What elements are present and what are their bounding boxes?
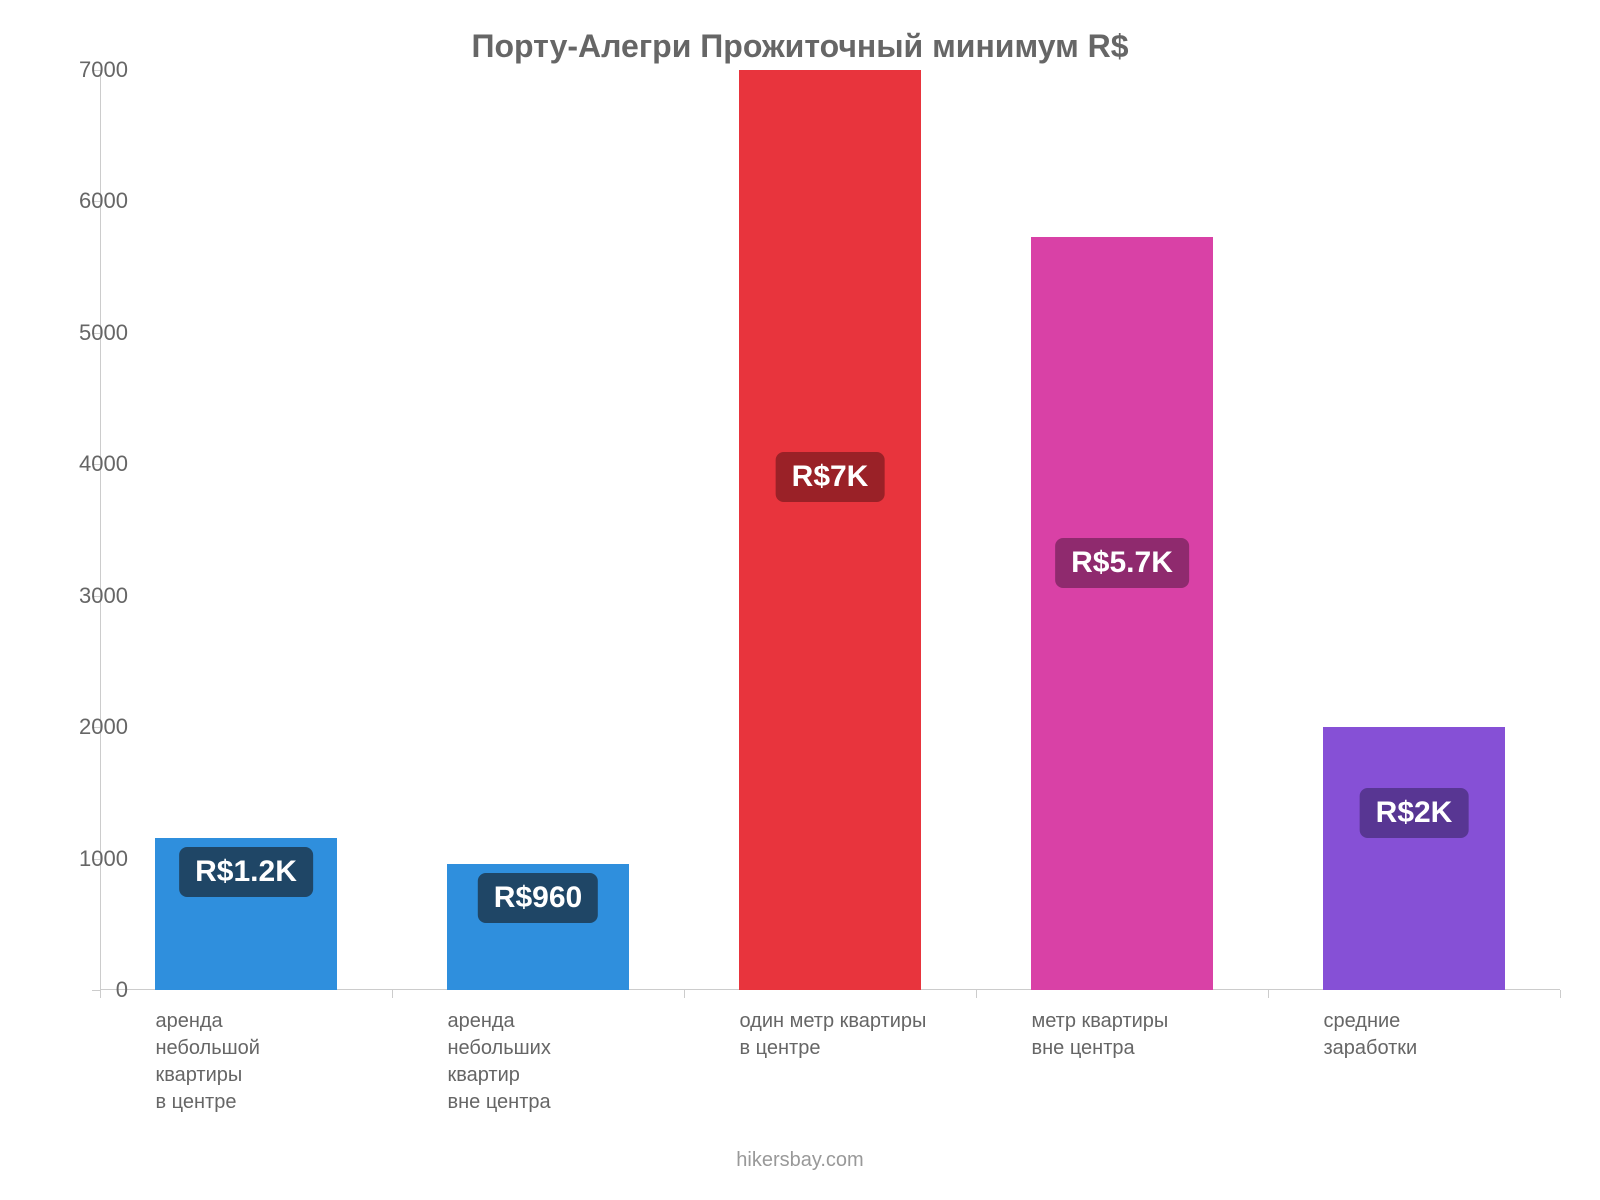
ytick-label: 2000 — [48, 714, 128, 740]
cost-of-living-chart: Порту-Алегри Прожиточный минимум R$ R$1.… — [0, 0, 1600, 1200]
category-label: аренданебольшихквартирвне центра — [447, 1008, 647, 1116]
bar-value-badge: R$5.7K — [1055, 538, 1189, 588]
xtick-mark — [684, 990, 685, 998]
category-label: аренданебольшойквартирыв центре — [155, 1008, 355, 1116]
category-label: метр квартирывне центра — [1031, 1008, 1231, 1062]
ytick-label: 4000 — [48, 451, 128, 477]
bar-value-badge: R$7K — [776, 452, 885, 502]
category-label: средниезаработки — [1323, 1008, 1523, 1062]
ytick-label: 1000 — [48, 846, 128, 872]
bar-value-badge: R$2K — [1360, 788, 1469, 838]
ytick-label: 0 — [48, 977, 128, 1003]
ytick-label: 3000 — [48, 583, 128, 609]
plot-area: R$1.2Kаренданебольшойквартирыв центреR$9… — [100, 70, 1560, 990]
bar — [739, 70, 920, 990]
chart-title: Порту-Алегри Прожиточный минимум R$ — [0, 28, 1600, 65]
chart-footer: hikersbay.com — [0, 1149, 1600, 1172]
bar-value-badge: R$960 — [478, 873, 598, 923]
xtick-mark — [392, 990, 393, 998]
ytick-label: 6000 — [48, 188, 128, 214]
bar — [1323, 727, 1504, 990]
xtick-mark — [1560, 990, 1561, 998]
ytick-label: 5000 — [48, 320, 128, 346]
bar-value-badge: R$1.2K — [179, 847, 313, 897]
ytick-label: 7000 — [48, 57, 128, 83]
xtick-mark — [976, 990, 977, 998]
bar — [1031, 237, 1212, 990]
category-label: один метр квартирыв центре — [739, 1008, 939, 1062]
xtick-mark — [1268, 990, 1269, 998]
